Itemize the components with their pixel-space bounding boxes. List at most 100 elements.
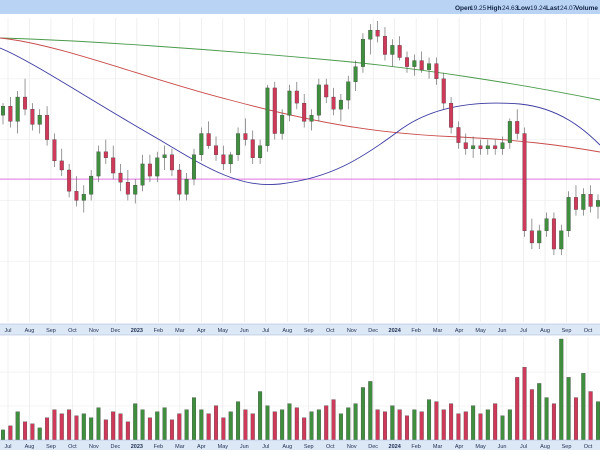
candle-body <box>353 66 358 82</box>
candle-body <box>434 63 439 79</box>
candle-body <box>133 185 138 195</box>
volume-bar <box>221 417 226 441</box>
x-tick-label: Jul <box>520 328 527 334</box>
volume-bar <box>485 409 490 441</box>
candle-body <box>397 45 402 58</box>
volume-bar <box>463 411 468 441</box>
candle-body <box>500 142 505 149</box>
candle-body <box>390 45 395 55</box>
candle-body <box>419 60 424 70</box>
candle-body <box>206 133 211 146</box>
candle-body <box>544 218 549 231</box>
x-tick-label: Sep <box>562 328 572 334</box>
candle-body <box>573 197 578 210</box>
volume-bar <box>243 409 248 441</box>
x-tick-label: 2024 <box>389 328 402 334</box>
volume-bar <box>103 419 108 441</box>
x-tick-label: 2023 <box>131 328 143 334</box>
volume-bar <box>52 409 57 441</box>
volume-bar <box>1 429 5 441</box>
volume-grid <box>0 337 600 440</box>
volume-bar <box>81 413 86 441</box>
volume-bar <box>214 405 219 441</box>
candle-body <box>515 121 520 134</box>
volume-bar <box>581 373 586 441</box>
volume-bar <box>15 411 20 441</box>
volume-bar <box>551 403 556 441</box>
x-tick-label: Apr <box>197 328 206 334</box>
candle-body <box>15 96 20 122</box>
price-axis-strip <box>0 324 600 335</box>
x-tick-label: Oct <box>584 444 593 450</box>
volume-bar <box>507 409 512 441</box>
candle-body <box>456 127 461 143</box>
x-tick-label: Jun <box>498 444 507 450</box>
volume-bar <box>368 381 373 441</box>
volume-bar <box>324 405 329 441</box>
x-tick-label: Feb <box>154 444 163 450</box>
candle-body <box>67 169 72 192</box>
candle-body <box>559 230 564 250</box>
volume-bar <box>140 409 145 441</box>
volume-bar <box>500 415 505 441</box>
x-tick-label: May <box>475 328 486 334</box>
candle-body <box>258 145 263 158</box>
candle-body <box>199 133 204 155</box>
volume-bar <box>375 409 380 441</box>
volume-bar <box>192 397 196 441</box>
volume-bar <box>30 423 35 441</box>
x-tick-label: 2023 <box>131 444 143 450</box>
x-tick-label: Aug <box>282 328 292 334</box>
volume-axis-strip <box>0 440 600 450</box>
volume-bar <box>236 401 241 441</box>
candle-body <box>485 145 490 149</box>
candle-body <box>89 175 94 195</box>
candle-body <box>272 87 277 134</box>
volume-bar <box>456 413 461 441</box>
candle-body <box>463 142 468 149</box>
candle-body <box>294 90 299 104</box>
moving-average-short <box>0 47 600 185</box>
candle-body <box>331 96 336 110</box>
volume-bar <box>346 407 351 441</box>
x-tick-label: Nov <box>89 328 99 334</box>
x-tick-label: Jul <box>262 328 269 334</box>
candle-body <box>537 230 542 244</box>
candle-body <box>280 115 285 134</box>
candle-body <box>324 84 329 98</box>
candle-body <box>581 194 586 210</box>
x-tick-label: Nov <box>347 444 357 450</box>
candle-body <box>236 133 241 155</box>
volume-bar <box>302 417 307 441</box>
candle-body <box>140 163 145 186</box>
x-tick-label: May <box>218 444 229 450</box>
volume-bar <box>493 403 498 441</box>
volume-bar <box>309 411 314 441</box>
candle-body <box>23 96 28 110</box>
x-tick-label: Mar <box>175 328 185 334</box>
volume-bar <box>478 413 483 441</box>
volume-bar <box>596 401 600 441</box>
high-value: 24.63 <box>502 5 519 12</box>
candle-body <box>162 154 167 158</box>
x-tick-label: Jun <box>240 444 249 450</box>
x-tick-label: Aug <box>282 444 292 450</box>
volume-bar <box>434 401 439 441</box>
volume-bar <box>397 409 402 441</box>
volume-bar <box>206 413 211 441</box>
moving-average-long <box>0 37 600 101</box>
candle-body <box>471 145 476 149</box>
x-tick-label: May <box>218 328 229 334</box>
volume-bar <box>169 419 174 441</box>
volume-bar <box>184 409 189 441</box>
open-value: 19.25 <box>470 5 487 12</box>
volume-bar <box>228 411 233 441</box>
candle-body <box>37 115 42 125</box>
candle-body <box>287 90 292 116</box>
candlestick-series <box>1 21 600 256</box>
volume-bar <box>89 417 94 441</box>
moving-average-mid <box>0 37 600 153</box>
low-value: 19.24 <box>530 5 547 12</box>
